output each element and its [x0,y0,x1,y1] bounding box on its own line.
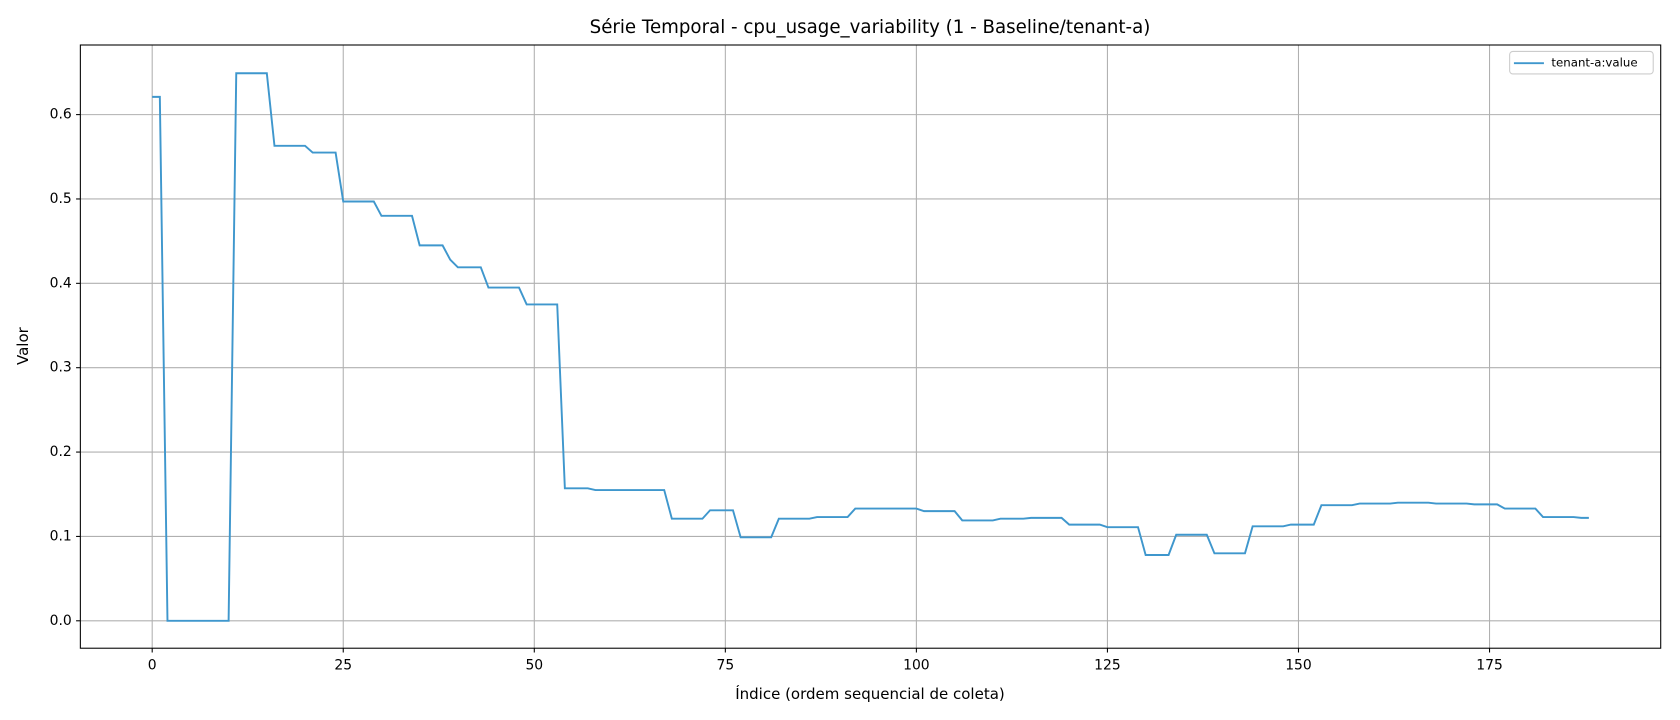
x-tick-label: 75 [716,657,734,673]
x-tick-label: 0 [148,657,157,673]
y-tick-label: 0.6 [50,107,72,123]
data-line [152,72,1589,622]
legend-box [1509,50,1654,75]
y-tick-label: 0.1 [50,528,72,544]
y-tick-label: 0.5 [50,191,72,207]
y-tick-label: 0.0 [50,613,72,629]
y-tick-label: 0.4 [50,275,72,291]
y-tick-label: 0.3 [50,360,72,376]
x-tick-label: 150 [1285,657,1312,673]
y-tick-label: 0.2 [50,444,72,460]
x-tick-label: 125 [1094,657,1121,673]
plot-frame [79,44,1662,649]
legend-label: tenant-a:value [1551,56,1637,70]
y-axis-label: Valor [14,326,32,365]
x-tick-label: 100 [903,657,930,673]
x-tick-label: 175 [1476,657,1503,673]
x-tick-label: 25 [334,657,352,673]
x-tick-label: 50 [525,657,543,673]
x-axis-label: Índice (ordem sequencial de coleta) [735,684,1005,703]
chart-title: Série Temporal - cpu_usage_variability (… [590,17,1151,38]
